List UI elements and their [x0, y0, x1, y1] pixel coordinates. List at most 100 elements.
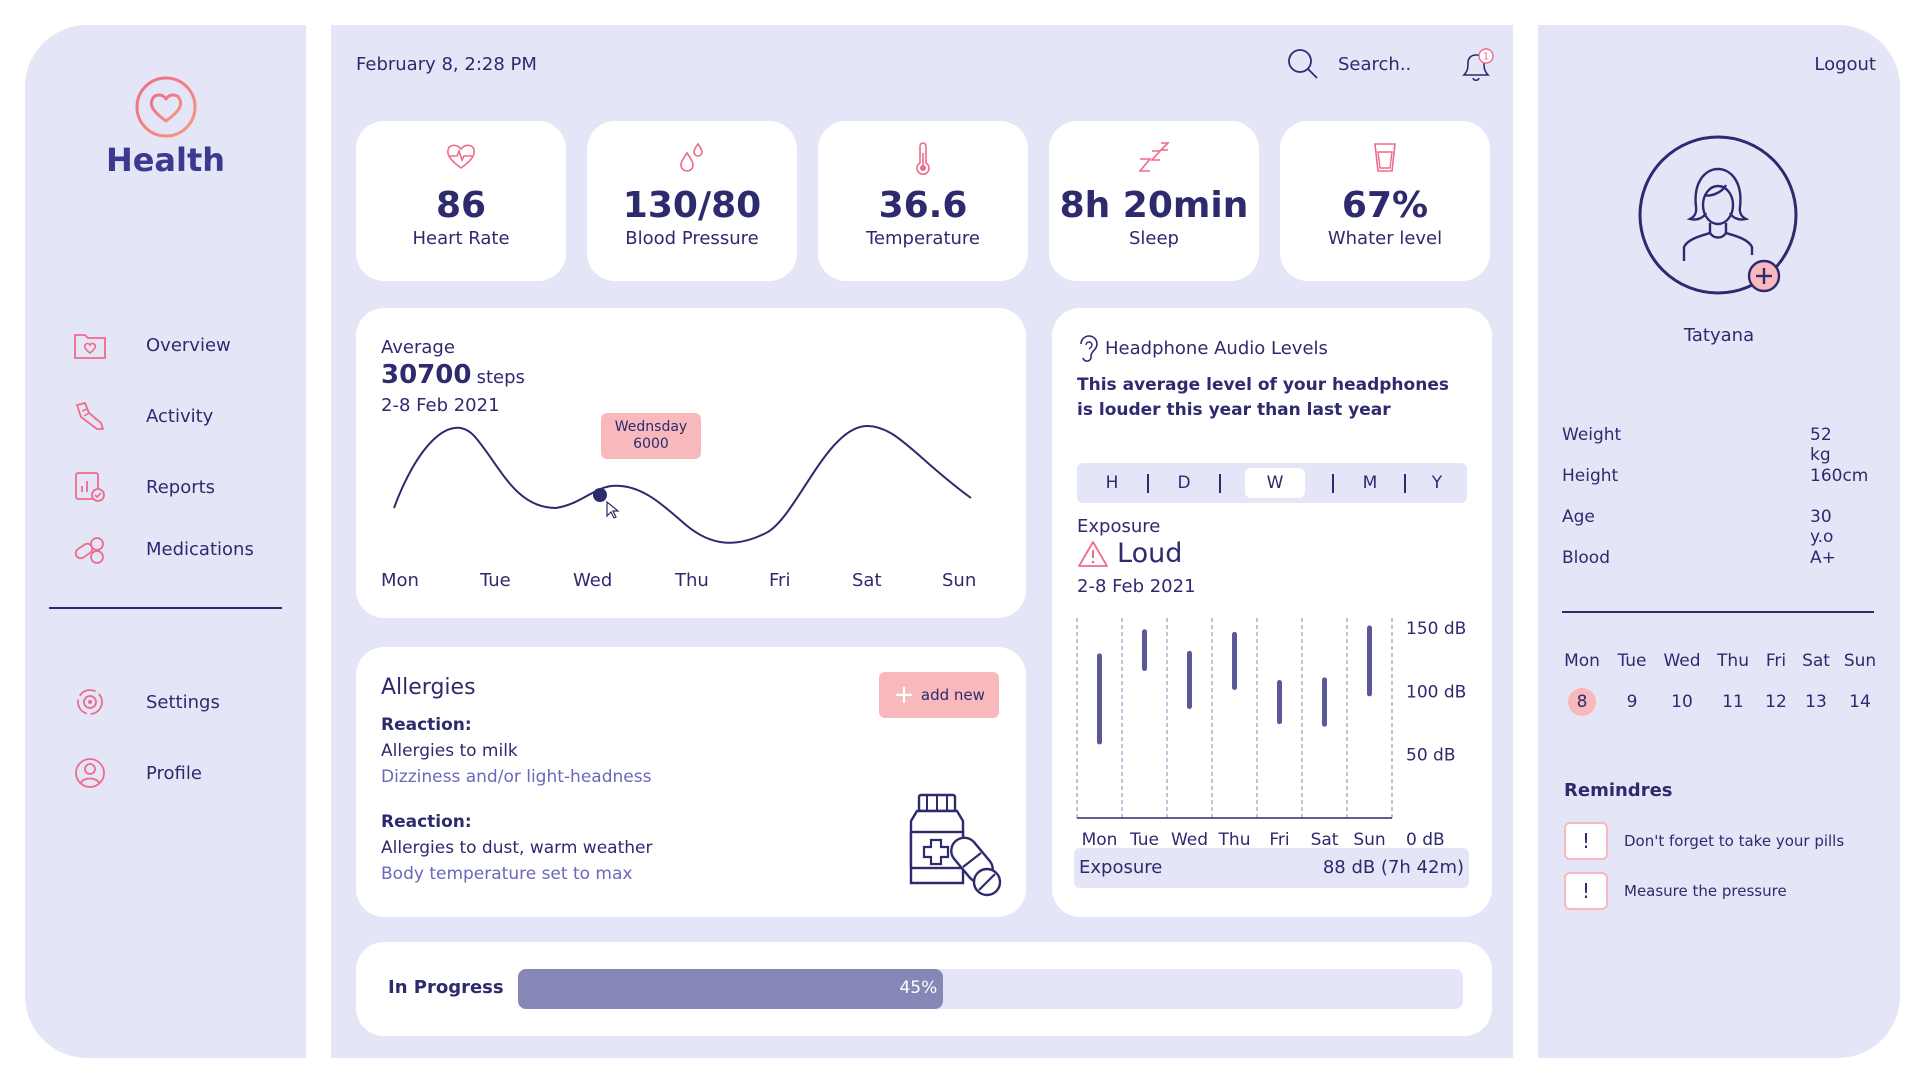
steps-value-row: 30700 steps	[381, 360, 525, 390]
calendar-day-today[interactable]: 8	[1560, 687, 1604, 717]
nav-item-reports[interactable]: Reports	[70, 467, 215, 507]
steps-line	[393, 424, 972, 544]
steps-unit: steps	[476, 367, 525, 388]
stat-card-heart-rate[interactable]: 86 Heart Rate	[356, 121, 566, 281]
audio-y-tick-label: 150 dB	[1406, 619, 1466, 639]
settings-icon	[70, 682, 110, 722]
exposure-summary-label: Exposure	[1079, 857, 1163, 878]
progress-card: In Progress 45%	[356, 942, 1492, 1036]
water-glass-icon	[1280, 141, 1490, 175]
app-logo[interactable]: Health	[25, 75, 306, 179]
allergies-title: Allergies	[381, 675, 476, 700]
period-tab-d[interactable]: D	[1177, 473, 1191, 493]
calendar-day[interactable]: 12	[1765, 692, 1787, 712]
thermometer-icon	[818, 141, 1028, 175]
notifications-button[interactable]: 1	[1456, 47, 1496, 89]
audio-y-tick-label: 100 dB	[1406, 682, 1466, 702]
steps-average-label: Average	[381, 337, 455, 358]
period-tab-m[interactable]: M	[1362, 473, 1378, 493]
period-separator	[1332, 474, 1334, 493]
search-input[interactable]: Search..	[1338, 53, 1412, 75]
stat-card-blood-pressure[interactable]: 130/80 Blood Pressure	[587, 121, 797, 281]
stat-card-water[interactable]: 67% Whater level	[1280, 121, 1490, 281]
add-allergy-button[interactable]: + add new	[879, 672, 999, 718]
exposure-level-text: Loud	[1117, 538, 1183, 569]
sidebar-divider	[49, 607, 282, 609]
reaction-label: Reaction:	[381, 715, 472, 735]
calendar-weekday: Wed	[1663, 651, 1701, 671]
reminder-item[interactable]: ! Don't forget to take your pills	[1564, 822, 1844, 860]
audio-x-label: Tue	[1129, 830, 1159, 850]
audio-x-label: Thu	[1218, 830, 1251, 850]
audio-y-tick-label: 0 dB	[1406, 830, 1445, 850]
tooltip-day: Wednsday	[614, 419, 688, 435]
profile-divider	[1562, 611, 1874, 613]
headphone-audio-card: Headphone Audio Levels This average leve…	[1052, 308, 1492, 917]
nav-item-activity[interactable]: Activity	[70, 396, 213, 436]
allergies-card: Allergies + add new Reaction: Allergies …	[356, 647, 1026, 917]
steps-range: 2-8 Feb 2021	[381, 395, 500, 416]
audio-title: Headphone Audio Levels	[1105, 337, 1328, 359]
user-avatar-icon	[1638, 135, 1798, 295]
app-name: Health	[105, 141, 226, 179]
avatar[interactable]	[1638, 135, 1808, 309]
audio-description-line1: This average level of your headphones	[1077, 375, 1449, 395]
nav-label-reports: Reports	[146, 476, 216, 498]
calendar-weekday: Mon	[1564, 651, 1600, 671]
stat-value: 8h 20min	[1059, 185, 1249, 226]
period-separator	[1404, 474, 1406, 493]
progress-bar: 45%	[518, 969, 1463, 1009]
nav-label-profile: Profile	[146, 762, 202, 784]
stat-card-sleep[interactable]: 8h 20min Sleep	[1049, 121, 1259, 281]
user-name: Tatyana	[1683, 325, 1755, 346]
x-label-sat: Sat	[852, 570, 882, 591]
audio-x-label: Sat	[1311, 830, 1339, 850]
folder-heart-icon	[70, 325, 110, 365]
calendar-day[interactable]: 10	[1671, 692, 1693, 712]
steps-tooltip: Wednsday 6000	[601, 413, 701, 459]
logout-button[interactable]: Logout	[1814, 54, 1876, 75]
stat-card-temperature[interactable]: 36.6 Temperature	[818, 121, 1028, 281]
exposure-label: Exposure	[1077, 516, 1161, 537]
progress-fill: 45%	[518, 969, 944, 1009]
reaction-label: Reaction:	[381, 812, 472, 832]
stat-label: Sleep	[1128, 228, 1179, 249]
info-value: 30 y.o	[1810, 507, 1834, 547]
search-icon	[1288, 49, 1318, 79]
audio-range: 2-8 Feb 2021	[1077, 576, 1196, 597]
period-tab-y[interactable]: Y	[1431, 473, 1443, 493]
period-tab-h[interactable]: H	[1105, 473, 1119, 493]
calendar-day[interactable]: 13	[1805, 692, 1827, 712]
reminder-item[interactable]: ! Measure the pressure	[1564, 872, 1787, 910]
info-row-weight: Weight 52 kg	[1562, 425, 1842, 465]
audio-x-label: Sun	[1353, 830, 1385, 850]
period-tab-w[interactable]: W	[1245, 468, 1305, 498]
calendar-day[interactable]: 9	[1626, 692, 1638, 712]
nav-item-settings[interactable]: Settings	[70, 682, 220, 722]
nav-item-profile[interactable]: Profile	[70, 753, 202, 793]
calendar-day[interactable]: 11	[1722, 692, 1744, 712]
nav-item-medications[interactable]: Medications	[70, 529, 254, 569]
info-label: Age	[1562, 507, 1595, 527]
exposure-level: Loud	[1077, 538, 1182, 569]
search-box[interactable]: Search..	[1286, 47, 1411, 81]
medicine-bottle-icon	[909, 793, 1002, 897]
cursor-icon	[606, 500, 620, 519]
stat-label: Whater level	[1327, 228, 1443, 249]
stat-value: 67%	[1341, 185, 1429, 226]
progress-label: In Progress	[388, 977, 504, 998]
add-allergy-label: add new	[920, 686, 985, 704]
calendar-day[interactable]: 14	[1849, 692, 1871, 712]
info-label: Weight	[1562, 425, 1622, 445]
nav-label-settings: Settings	[146, 691, 220, 713]
steps-card: Average 30700 steps 2-8 Feb 2021 Wednsda…	[356, 308, 1026, 618]
pills-icon	[70, 529, 110, 569]
heart-logo-icon	[135, 76, 196, 138]
audio-x-label: Fri	[1269, 830, 1289, 850]
nav-item-overview[interactable]: Overview	[70, 325, 231, 365]
stat-value: 130/80	[622, 185, 762, 226]
calendar-weekday: Thu	[1717, 651, 1749, 671]
calendar-weekday: Tue	[1617, 651, 1647, 671]
steps-wave-chart	[393, 424, 972, 544]
stat-label: Blood Pressure	[625, 228, 759, 249]
